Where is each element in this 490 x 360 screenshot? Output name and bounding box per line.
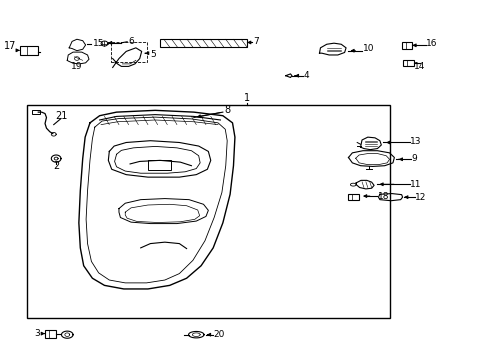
Text: 9: 9 (411, 154, 417, 163)
Text: 12: 12 (415, 193, 426, 202)
Bar (402, 42, 412, 49)
Text: 2: 2 (53, 161, 59, 171)
Text: 4: 4 (304, 71, 310, 80)
Text: 8: 8 (224, 105, 231, 115)
Bar (111, 42, 147, 62)
Text: 20: 20 (213, 330, 224, 339)
Text: 18: 18 (377, 192, 389, 201)
Text: 7: 7 (253, 37, 259, 46)
Text: 19: 19 (71, 62, 83, 71)
Text: 15: 15 (94, 39, 105, 48)
Bar (160, 39, 247, 47)
Text: 21: 21 (55, 111, 67, 121)
Text: 17: 17 (3, 41, 16, 51)
Bar (403, 60, 414, 66)
Bar (20, 46, 38, 55)
Text: 14: 14 (415, 62, 426, 71)
Text: 1: 1 (244, 93, 250, 103)
Bar (27, 105, 390, 318)
Text: 11: 11 (410, 180, 422, 189)
Text: 5: 5 (150, 50, 156, 59)
Bar (32, 110, 40, 113)
Text: 3: 3 (34, 329, 40, 338)
Bar (148, 160, 171, 170)
Text: 6: 6 (129, 37, 134, 46)
Text: 13: 13 (410, 137, 422, 146)
Bar (348, 194, 359, 201)
Text: 10: 10 (363, 44, 374, 53)
Bar (45, 330, 56, 338)
Text: 16: 16 (426, 39, 437, 48)
